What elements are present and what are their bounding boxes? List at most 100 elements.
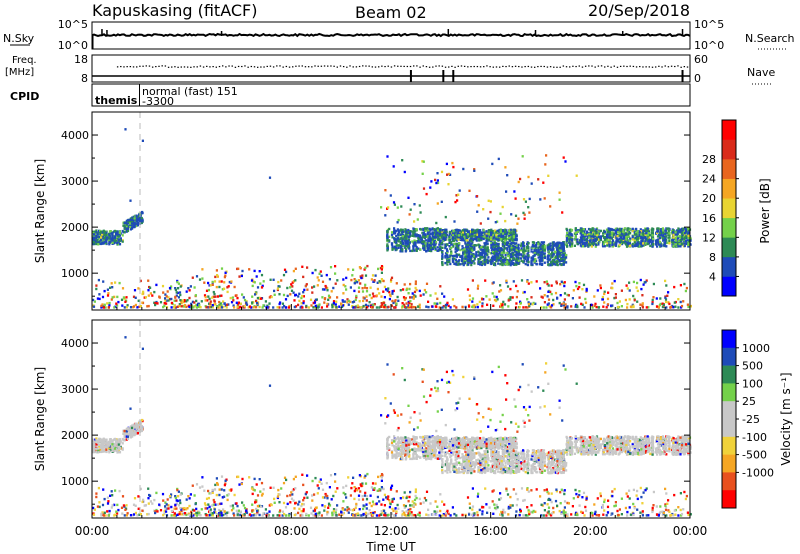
echo-cell: [610, 304, 613, 307]
echo-cell: [550, 253, 553, 256]
echo-cell: [422, 240, 425, 244]
echo-cell: [547, 252, 550, 255]
echo-cell: [556, 248, 559, 251]
echo-cell: [187, 287, 190, 290]
nave-dot: [591, 65, 593, 67]
echo-cell: [260, 273, 264, 277]
echo-cell: [683, 236, 686, 239]
echo-cell: [418, 289, 421, 293]
echo-cell: [625, 245, 629, 248]
echo-cell: [627, 230, 630, 233]
echo-cell: [473, 244, 476, 247]
echo-cell: [115, 231, 118, 234]
echo-cell: [427, 238, 430, 241]
echo-cell: [635, 244, 638, 247]
echo-cell: [501, 255, 504, 259]
echo-cell: [291, 285, 294, 288]
echo-cell: [418, 306, 421, 309]
echo-cell: [534, 247, 537, 250]
nave-dot: [476, 65, 479, 68]
echo-cell: [509, 248, 512, 252]
echo-cell: [608, 234, 611, 237]
echo-cell: [464, 250, 467, 253]
nave-dot: [285, 65, 288, 68]
echo-cell: [672, 241, 675, 244]
echo-cell: [543, 255, 546, 258]
echo-cell: [210, 305, 213, 309]
echo-cell: [125, 222, 128, 225]
echo-cell: [533, 244, 536, 248]
echo-cell: [633, 238, 636, 242]
echo-cell: [639, 278, 642, 282]
echo-cell: [397, 244, 400, 247]
echo-cell: [656, 235, 660, 238]
echo-cell: [406, 230, 409, 234]
echo-cell: [438, 233, 441, 236]
echo-cell: [515, 229, 518, 232]
nave-dot: [250, 65, 253, 68]
echo-cell: [481, 259, 484, 263]
echo-cell: [570, 305, 573, 308]
echo-cell: [504, 242, 507, 246]
echo-cell: [501, 261, 504, 264]
echo-cell: [105, 238, 108, 242]
echo-cell: [428, 235, 431, 239]
echo-cell: [463, 233, 466, 236]
echo-cell: [444, 244, 448, 248]
echo-cell: [680, 242, 684, 245]
echo-cell: [425, 291, 428, 294]
echo-cell: [541, 249, 544, 252]
echo-cell: [486, 258, 489, 262]
echo-cell: [179, 293, 182, 297]
echo-cell: [504, 253, 507, 257]
echo-cell: [626, 302, 629, 306]
echo-cell: [457, 238, 460, 241]
echo-cell: [101, 239, 104, 242]
echo-cell: [452, 230, 455, 233]
echo-cell: [331, 306, 334, 309]
echo-cell: [599, 238, 602, 241]
echo-cell: [334, 265, 337, 268]
echo-cell: [433, 231, 436, 234]
echo-cell: [117, 242, 120, 246]
echo-cell: [455, 233, 458, 237]
echo-cell: [467, 245, 470, 248]
echo-cell: [506, 241, 509, 245]
echo-cell: [582, 283, 586, 287]
echo-cell: [176, 305, 179, 308]
nave-dot: [616, 66, 619, 68]
nave-dot: [298, 65, 300, 67]
echo-cell: [441, 257, 444, 261]
echo-cell: [550, 306, 553, 309]
echo-cell: [397, 229, 400, 232]
echo-cell: [385, 288, 388, 291]
echo-cell: [299, 306, 302, 309]
echo-cell: [541, 254, 544, 257]
echo-cell: [585, 289, 588, 292]
echo-cell: [341, 305, 344, 308]
nave-dot: [635, 66, 638, 68]
echo-cell: [403, 303, 406, 306]
echo-cell: [614, 231, 617, 234]
echo-cell: [199, 306, 202, 309]
echo-cell: [551, 253, 554, 256]
echo-cell: [193, 305, 196, 308]
echo-cell: [301, 306, 304, 309]
echo-cell: [438, 228, 441, 231]
nave-dot: [565, 66, 568, 68]
echo-cell: [442, 305, 445, 308]
nave-dot: [355, 66, 358, 68]
echo-cell: [550, 251, 554, 254]
echo-cell: [100, 238, 103, 241]
echo-cell: [478, 238, 481, 241]
echo-cell: [441, 230, 444, 234]
echo-cell: [441, 253, 444, 256]
nave-dot: [661, 66, 663, 68]
echo-cell: [493, 243, 496, 246]
echo-cell: [510, 260, 513, 263]
echo-cell: [386, 247, 389, 250]
echo-cell: [453, 257, 456, 260]
echo-cell: [452, 245, 455, 248]
echo-cell: [646, 227, 649, 230]
echo-cell: [426, 232, 429, 235]
